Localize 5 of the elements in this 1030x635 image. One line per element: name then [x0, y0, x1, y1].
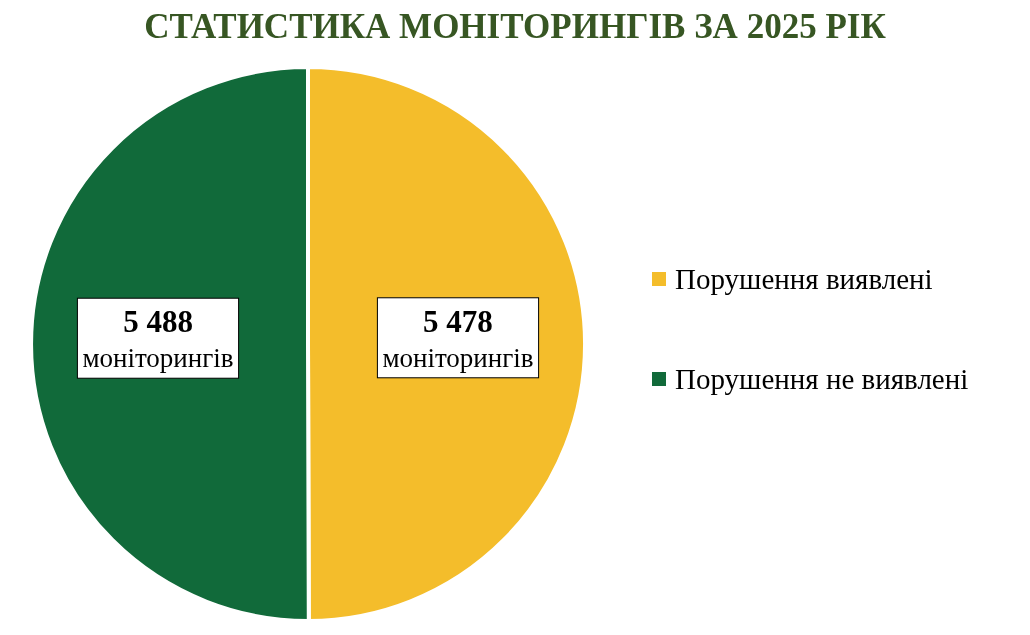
data-label: 5 488 моніторингів: [82, 304, 234, 374]
chart-title: СТАТИСТИКА МОНІТОРИНГІВ ЗА 2025 РІК: [144, 7, 887, 46]
legend-label: Порушення не виявлені: [675, 363, 969, 395]
data-label: 5 478 моніторингів: [382, 303, 534, 373]
legend-label: Порушення виявлені: [675, 263, 933, 295]
